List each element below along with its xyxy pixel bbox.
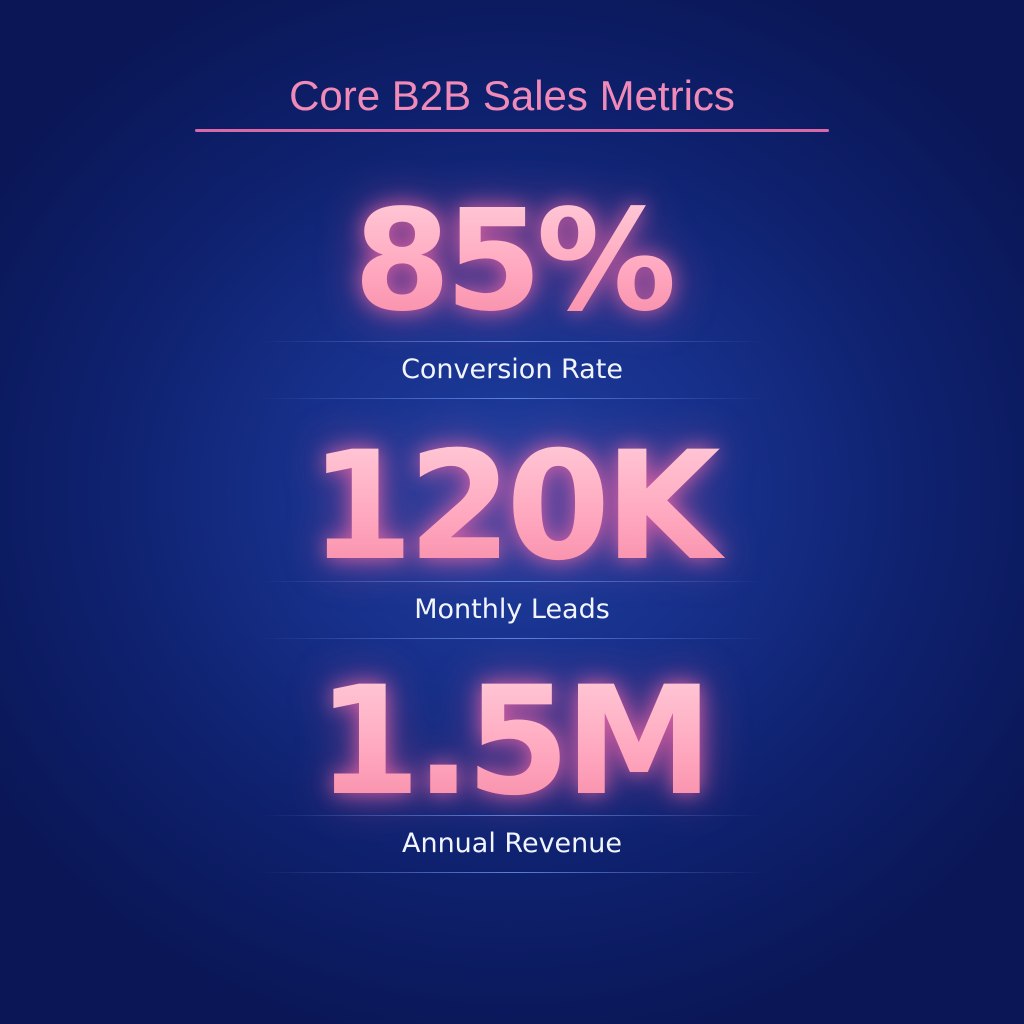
divider bbox=[260, 341, 764, 342]
metric-label-annual-revenue: Annual Revenue bbox=[401, 828, 623, 859]
page-title: Core B2B Sales Metrics bbox=[289, 72, 735, 119]
metric-value-monthly-leads: 120K bbox=[0, 420, 1024, 594]
title-underline bbox=[195, 129, 829, 132]
divider bbox=[260, 815, 764, 816]
divider bbox=[260, 872, 764, 873]
divider bbox=[260, 581, 764, 582]
divider bbox=[260, 398, 764, 399]
metric-value-conversion-rate: 85% bbox=[0, 180, 1024, 343]
metric-value-annual-revenue: 1.5M bbox=[0, 655, 1024, 829]
metric-label-monthly-leads: Monthly Leads bbox=[414, 594, 610, 625]
divider bbox=[260, 638, 764, 639]
metric-label-conversion-rate: Conversion Rate bbox=[401, 354, 623, 385]
